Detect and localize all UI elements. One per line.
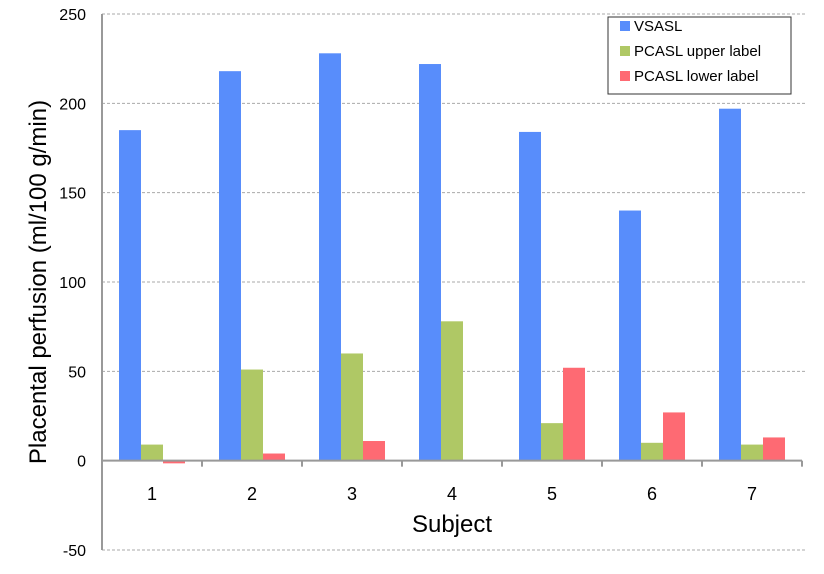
bar-pcasl-upper-label	[141, 444, 163, 461]
legend-label: PCASL upper label	[634, 43, 761, 60]
x-tick-label: 5	[547, 484, 557, 504]
bar-pcasl-lower-label	[763, 437, 785, 461]
bar-pcasl-upper-label	[641, 442, 663, 461]
bar-pcasl-lower-label	[663, 412, 685, 461]
y-tick-label: -50	[63, 543, 86, 560]
bar-vsasl	[519, 131, 541, 461]
bar-pcasl-upper-label	[241, 369, 263, 461]
bar-pcasl-lower-label	[263, 453, 285, 461]
legend-swatch	[620, 71, 630, 81]
legend: VSASL PCASL upper label PCASL lower label	[607, 16, 792, 95]
bar-vsasl	[419, 64, 441, 461]
bar-pcasl-upper-label	[741, 444, 763, 461]
bar-vsasl	[219, 71, 241, 461]
x-tick-label: 3	[347, 484, 357, 504]
bar-pcasl-upper-label	[541, 423, 563, 461]
y-tick-label: 150	[59, 186, 86, 203]
x-tick-label: 7	[747, 484, 757, 504]
bar-vsasl	[719, 108, 741, 461]
y-tick-label: 50	[68, 364, 86, 381]
bar-vsasl	[319, 53, 341, 461]
bar-pcasl-upper-label	[341, 353, 363, 461]
x-axis-label: Subject	[412, 511, 492, 538]
x-tick-label: 6	[647, 484, 657, 504]
legend-swatch	[620, 46, 630, 56]
bar-pcasl-upper-label	[441, 321, 463, 461]
y-axis-label: Placental perfusion (ml/100 g/min)	[25, 100, 52, 464]
bar-pcasl-lower-label	[363, 441, 385, 461]
axes: -50 0 50 100 150 200 250 1 2 3 4 5 6 7	[59, 7, 803, 560]
y-tick-label: 250	[59, 7, 86, 24]
x-tick-label: 4	[447, 484, 457, 504]
y-tick-label: 200	[59, 96, 86, 113]
bar-vsasl	[619, 210, 641, 461]
x-tick-label: 2	[247, 484, 257, 504]
bar-pcasl-lower-label	[563, 367, 585, 461]
legend-label: VSASL	[634, 18, 682, 35]
legend-label: PCASL lower label	[634, 68, 759, 85]
x-tick-label: 1	[147, 484, 157, 504]
bar-pcasl-lower-label	[163, 460, 185, 464]
y-tick-label: 100	[59, 275, 86, 292]
legend-swatch	[620, 21, 630, 31]
y-tick-label: 0	[77, 454, 86, 471]
bar-vsasl	[119, 130, 141, 461]
bars	[119, 53, 785, 464]
